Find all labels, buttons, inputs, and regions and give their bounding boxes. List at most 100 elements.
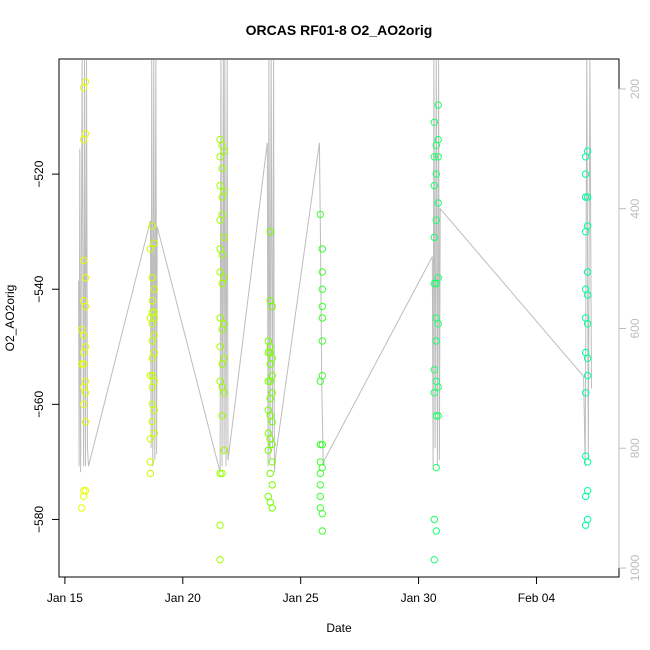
data-point [434, 383, 442, 391]
data-point [218, 412, 226, 420]
data-point [430, 515, 438, 524]
data-point [220, 274, 228, 282]
data-point [264, 377, 272, 385]
data-point [316, 440, 324, 449]
data-point [77, 360, 86, 368]
y-axis: −580 −560 −540 −520 [32, 160, 60, 533]
data-point [79, 360, 88, 368]
data-points [77, 78, 592, 564]
data-point [216, 181, 224, 190]
data-point [583, 222, 592, 230]
data-point [434, 412, 442, 420]
data-point [318, 337, 326, 345]
x-tick-label: Jan 15 [47, 591, 83, 605]
y-tick-label: −580 [32, 506, 46, 533]
data-point [150, 331, 159, 339]
data-point [266, 228, 274, 236]
data-point [218, 164, 226, 173]
data-point [81, 343, 90, 351]
data-point [81, 389, 90, 397]
data-point [81, 274, 90, 282]
data-point [146, 371, 155, 380]
data-point [434, 135, 442, 144]
data-point [148, 274, 157, 282]
data-point [220, 389, 228, 397]
data-point [434, 274, 442, 282]
data-point [216, 556, 224, 564]
data-point [434, 320, 442, 328]
data-point [432, 337, 440, 345]
data-point [430, 389, 438, 397]
data-point [220, 320, 228, 328]
data-point [318, 314, 326, 322]
data-point [150, 406, 159, 414]
data-point [434, 153, 442, 161]
data-point [434, 199, 442, 207]
data-point [268, 504, 276, 512]
data-point [268, 417, 276, 426]
x-tick-label: Feb 04 [518, 591, 556, 605]
y2-tick-label: 1000 [628, 554, 642, 581]
data-point [216, 268, 224, 276]
data-point [79, 331, 88, 339]
data-point [432, 463, 440, 472]
data-point [318, 245, 326, 253]
data-point [266, 343, 274, 351]
data-point [318, 285, 326, 293]
altitude-lines [78, 59, 592, 473]
y2-tick-label: 200 [628, 79, 642, 99]
data-point [316, 492, 324, 501]
data-point [218, 469, 226, 478]
data-point [81, 417, 90, 426]
data-point [316, 481, 324, 489]
data-point [150, 285, 159, 293]
data-point [150, 429, 159, 437]
data-point [430, 181, 438, 190]
data-point [81, 302, 90, 311]
data-point [148, 417, 157, 426]
data-point [220, 354, 228, 362]
x-tick-label: Jan 25 [283, 591, 319, 605]
data-point [79, 256, 88, 265]
data-point [150, 348, 159, 357]
data-point [216, 314, 224, 322]
data-point [220, 233, 228, 242]
data-point [146, 469, 155, 478]
data-point [216, 521, 224, 529]
data-point [432, 527, 440, 535]
x-axis-label: Date [326, 621, 352, 635]
data-point [583, 147, 592, 155]
data-point [216, 469, 224, 478]
data-point [432, 412, 440, 420]
data-point [430, 233, 438, 242]
data-point [81, 130, 90, 138]
data-point [318, 302, 326, 311]
data-point [583, 354, 592, 362]
data-point [318, 371, 326, 380]
data-point [581, 193, 590, 201]
data-point [318, 268, 326, 276]
y-tick-label: −520 [32, 160, 46, 187]
data-point [220, 446, 228, 455]
data-point [146, 435, 155, 443]
data-point [583, 371, 592, 380]
data-point [430, 279, 438, 288]
data-point [220, 147, 228, 155]
data-point [220, 187, 228, 196]
data-point [268, 389, 276, 397]
data-point [268, 481, 276, 489]
data-point [218, 251, 226, 259]
data-point [434, 101, 442, 109]
data-point [268, 354, 276, 362]
data-point [318, 510, 326, 518]
x-tick-label: Jan 20 [165, 591, 201, 605]
data-point [268, 302, 276, 311]
data-point [430, 556, 438, 564]
data-point [583, 291, 592, 299]
data-point [81, 487, 90, 495]
data-point [216, 153, 224, 161]
y2-tick-label: 800 [628, 438, 642, 458]
data-point [318, 463, 326, 472]
